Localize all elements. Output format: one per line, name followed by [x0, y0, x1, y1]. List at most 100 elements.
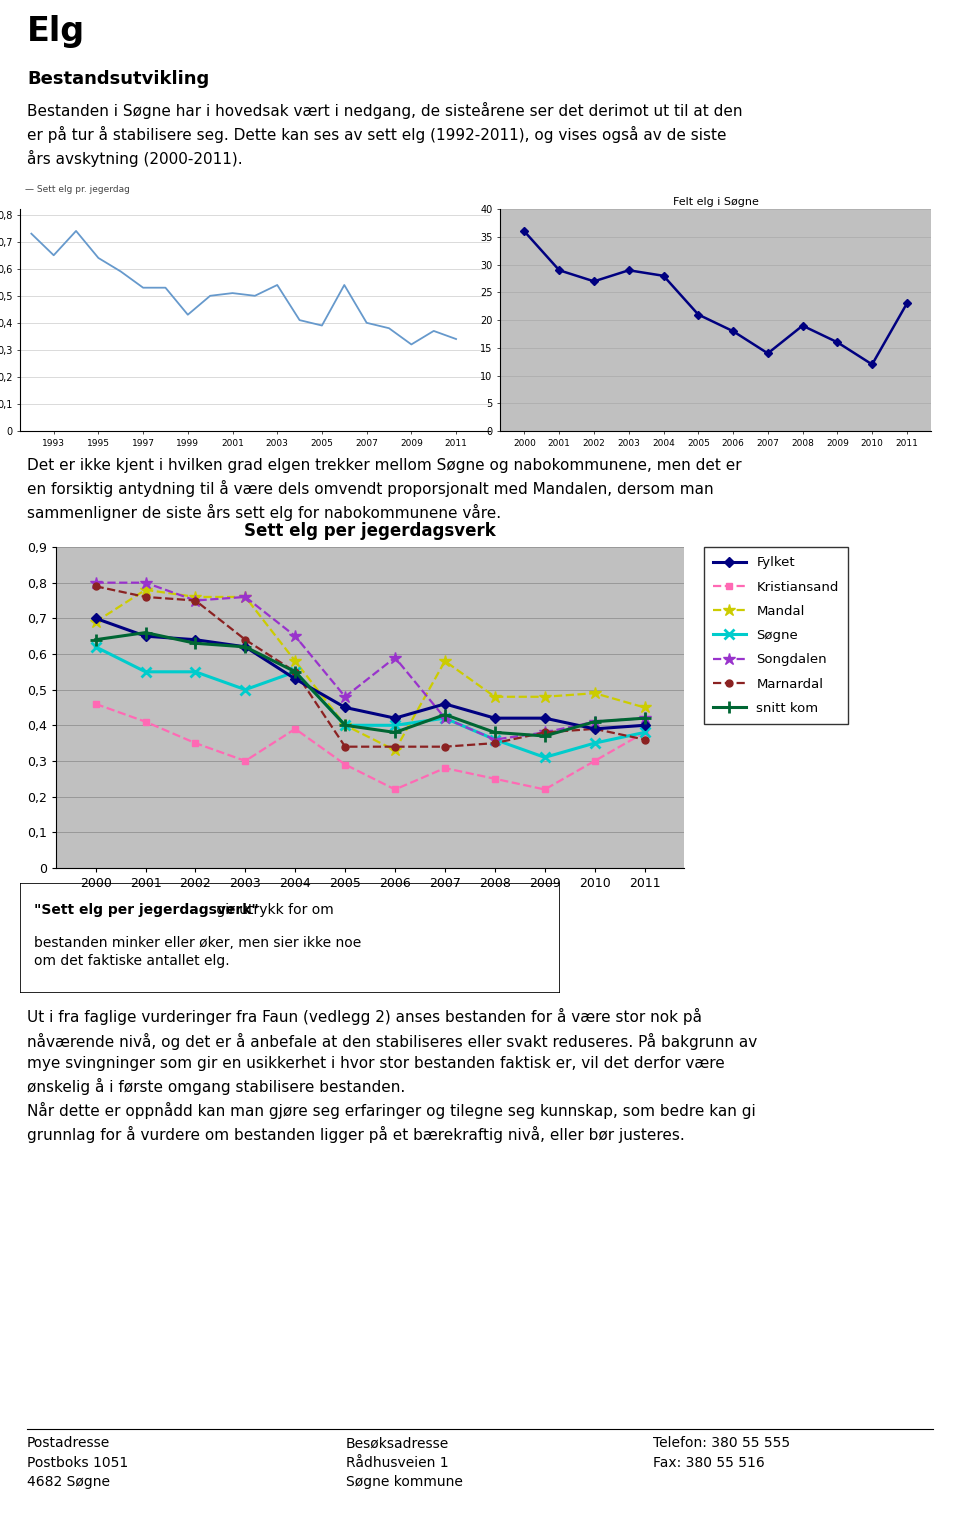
- Songdalen: [240, 588, 252, 607]
- Søgne: [90, 637, 102, 656]
- Mandal: [638, 698, 650, 717]
- Text: Bestanden i Søgne har i hovedsak vært i nedgang, de sisteårene ser det derimot u: Bestanden i Søgne har i hovedsak vært i …: [27, 102, 742, 168]
- Marnardal: [389, 738, 400, 756]
- Text: Besøksadresse
Rådhusveien 1
Søgne kommune: Besøksadresse Rådhusveien 1 Søgne kommun…: [346, 1436, 463, 1490]
- Line: Mandal: Mandal: [89, 584, 651, 756]
- Mandal: [539, 688, 550, 706]
- Marnardal: [140, 588, 152, 607]
- Mandal: [90, 613, 102, 631]
- Kristiansand: [140, 712, 152, 730]
- Fylket: [240, 637, 252, 656]
- Kristiansand: [290, 720, 301, 738]
- Mandal: [240, 588, 252, 607]
- snitt kom: [539, 727, 550, 746]
- Title: Sett elg per jegerdagsverk: Sett elg per jegerdagsverk: [244, 523, 496, 539]
- Fylket: [489, 709, 500, 727]
- Mandal: [439, 652, 450, 671]
- Marnardal: [588, 720, 600, 738]
- Kristiansand: [638, 723, 650, 741]
- Fylket: [190, 631, 202, 649]
- Kristiansand: [240, 752, 252, 770]
- Søgne: [290, 663, 301, 681]
- Søgne: [240, 680, 252, 698]
- Fylket: [140, 626, 152, 645]
- Fylket: [638, 717, 650, 735]
- snitt kom: [90, 631, 102, 649]
- snitt kom: [439, 706, 450, 724]
- Line: Søgne: Søgne: [91, 642, 649, 762]
- Søgne: [190, 663, 202, 681]
- Marnardal: [90, 578, 102, 596]
- Søgne: [439, 709, 450, 727]
- Marnardal: [539, 723, 550, 741]
- Text: "Sett elg per jegerdagsverk": "Sett elg per jegerdagsverk": [34, 903, 258, 917]
- Kristiansand: [389, 781, 400, 799]
- Songdalen: [439, 709, 450, 727]
- Søgne: [140, 663, 152, 681]
- Søgne: [489, 730, 500, 749]
- Søgne: [539, 749, 550, 767]
- Kristiansand: [340, 755, 351, 773]
- Kristiansand: [190, 733, 202, 752]
- Fylket: [389, 709, 400, 727]
- Marnardal: [190, 591, 202, 610]
- Kristiansand: [439, 759, 450, 778]
- Mandal: [190, 588, 202, 607]
- snitt kom: [588, 712, 600, 730]
- Søgne: [340, 717, 351, 735]
- Line: Fylket: Fylket: [92, 614, 648, 732]
- Kristiansand: [539, 781, 550, 799]
- Marnardal: [638, 730, 650, 749]
- Songdalen: [140, 573, 152, 591]
- Marnardal: [489, 733, 500, 752]
- Mandal: [389, 741, 400, 759]
- Text: bestanden minker eller øker, men sier ikke noe
om det faktiske antallet elg.: bestanden minker eller øker, men sier ik…: [34, 937, 361, 969]
- Marnardal: [290, 663, 301, 681]
- snitt kom: [240, 637, 252, 656]
- Fylket: [340, 698, 351, 717]
- Mandal: [588, 685, 600, 703]
- Line: Kristiansand: Kristiansand: [92, 700, 648, 793]
- Line: snitt kom: snitt kom: [90, 626, 650, 741]
- Songdalen: [340, 688, 351, 706]
- Songdalen: [389, 648, 400, 666]
- Fylket: [588, 720, 600, 738]
- Text: Telefon: 380 55 555
Fax: 380 55 516: Telefon: 380 55 555 Fax: 380 55 516: [653, 1436, 790, 1470]
- Text: Postadresse
Postboks 1051
4682 Søgne: Postadresse Postboks 1051 4682 Søgne: [27, 1436, 128, 1490]
- snitt kom: [290, 663, 301, 681]
- Mandal: [340, 717, 351, 735]
- Marnardal: [340, 738, 351, 756]
- Kristiansand: [489, 770, 500, 788]
- snitt kom: [389, 723, 400, 741]
- snitt kom: [489, 723, 500, 741]
- Kristiansand: [588, 752, 600, 770]
- Fylket: [290, 669, 301, 688]
- Marnardal: [439, 738, 450, 756]
- Søgne: [389, 717, 400, 735]
- Title: Felt elg i Søgne: Felt elg i Søgne: [673, 197, 758, 208]
- Songdalen: [290, 626, 301, 645]
- snitt kom: [340, 717, 351, 735]
- Fylket: [90, 610, 102, 628]
- snitt kom: [638, 709, 650, 727]
- Songdalen: [90, 573, 102, 591]
- Songdalen: [190, 591, 202, 610]
- Songdalen: [588, 712, 600, 730]
- snitt kom: [190, 634, 202, 652]
- Mandal: [290, 652, 301, 671]
- Søgne: [588, 733, 600, 752]
- Text: — Sett elg pr. jegerdag: — Sett elg pr. jegerdag: [25, 185, 130, 194]
- Text: Elg: Elg: [27, 15, 85, 49]
- snitt kom: [140, 623, 152, 642]
- Text: gir utrykk for om: gir utrykk for om: [212, 903, 333, 917]
- Fylket: [539, 709, 550, 727]
- Kristiansand: [90, 695, 102, 714]
- Songdalen: [489, 730, 500, 749]
- Line: Songdalen: Songdalen: [89, 576, 651, 746]
- Text: Ut i fra faglige vurderinger fra Faun (vedlegg 2) anses bestanden for å være sto: Ut i fra faglige vurderinger fra Faun (v…: [27, 1008, 757, 1143]
- Songdalen: [539, 723, 550, 741]
- Line: Marnardal: Marnardal: [92, 582, 648, 750]
- Mandal: [489, 688, 500, 706]
- Marnardal: [240, 631, 252, 649]
- Fylket: [439, 695, 450, 714]
